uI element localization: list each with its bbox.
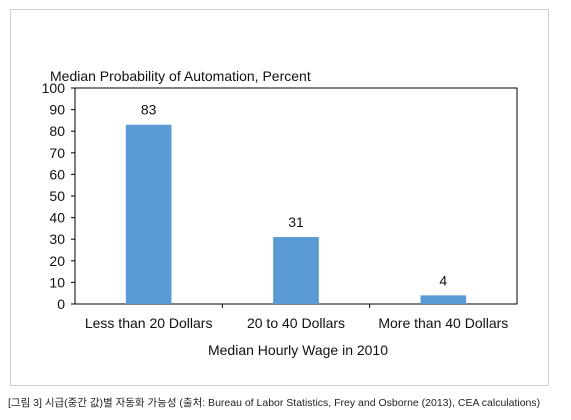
y-tick-label: 60 (49, 166, 65, 182)
x-axis: Less than 20 Dollars 20 to 40 Dollars More… (85, 304, 508, 331)
x-tick-label: 20 to 40 Dollars (247, 315, 345, 331)
x-tick-label: Less than 20 Dollars (85, 315, 213, 331)
y-tick-label: 0 (57, 296, 65, 312)
y-tick-label: 40 (49, 210, 65, 226)
bar (273, 237, 319, 304)
y-axis: 0 10 20 30 40 50 60 70 80 90 100 (42, 80, 75, 312)
y-tick-label: 10 (49, 274, 65, 290)
y-tick-label: 80 (49, 123, 65, 139)
y-tick-label: 50 (49, 188, 65, 204)
chart-frame (10, 9, 549, 386)
y-tick-label: 90 (49, 102, 65, 118)
y-tick-label: 70 (49, 145, 65, 161)
y-tick-label: 30 (49, 231, 65, 247)
x-axis-title: Median Hourly Wage in 2010 (208, 342, 388, 358)
bar (420, 295, 467, 304)
y-tick-label: 100 (42, 80, 66, 96)
bar (125, 124, 172, 304)
data-label: 31 (288, 214, 304, 230)
data-label: 83 (141, 102, 157, 118)
y-axis-title: Median Probability of Automation, Percen… (50, 68, 311, 84)
y-tick-label: 20 (49, 253, 65, 269)
bar-chart: Median Probability of Automation, Percen… (42, 68, 518, 358)
bars: 83 31 4 (125, 102, 467, 304)
figure-caption: [그림 3] 시급(중간 값)별 자동화 가능성 (출처: Bureau of … (8, 397, 541, 409)
data-label: 4 (439, 272, 447, 288)
x-tick-label: More than 40 Dollars (378, 315, 508, 331)
